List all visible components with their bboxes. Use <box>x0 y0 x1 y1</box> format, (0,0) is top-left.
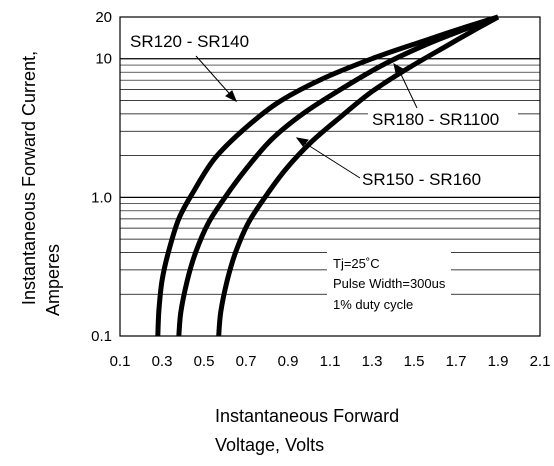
x-tick-label: 0.5 <box>194 353 215 370</box>
conditions-line-2: Pulse Width=300us <box>333 276 446 291</box>
x-tick-label: 1.5 <box>404 353 425 370</box>
x-tick-label: 0.1 <box>110 353 131 370</box>
x-tick-label: 1.9 <box>488 353 509 370</box>
series-label-sr150: SR150 - SR160 <box>359 168 501 190</box>
x-tick-label: 1.1 <box>320 353 341 370</box>
conditions-line-1: Tj=25˚C <box>333 256 380 271</box>
svg-text:Instantaneous Forward: Instantaneous Forward <box>215 406 399 426</box>
svg-text:Amperes: Amperes <box>43 244 63 316</box>
x-tick-label: 2.1 <box>530 353 551 370</box>
x-tick-label: 0.9 <box>278 353 299 370</box>
svg-text:SR150 - SR160: SR150 - SR160 <box>362 170 481 189</box>
y-tick-label: 0.1 <box>91 328 112 345</box>
svg-text:Instantaneous Forward Current,: Instantaneous Forward Current, <box>19 51 39 305</box>
y-tick-label: 10 <box>95 51 112 68</box>
conditions-line-3: 1% duty cycle <box>333 297 413 312</box>
x-tick-label: 1.7 <box>446 353 467 370</box>
y-tick-label: 1.0 <box>91 189 112 206</box>
x-tick-label: 0.7 <box>236 353 257 370</box>
series-label-sr120: SR120 - SR140 <box>126 30 272 52</box>
svg-text:Voltage, Volts: Voltage, Volts <box>215 435 324 455</box>
svg-text:SR120 - SR140: SR120 - SR140 <box>130 32 249 51</box>
series-label-sr180: SR180 - SR1100 <box>368 108 518 130</box>
svg-text:SR180 - SR1100: SR180 - SR1100 <box>372 110 499 129</box>
x-tick-label: 0.3 <box>152 353 173 370</box>
y-tick-label: 20 <box>95 9 112 26</box>
x-tick-label: 1.3 <box>362 353 383 370</box>
